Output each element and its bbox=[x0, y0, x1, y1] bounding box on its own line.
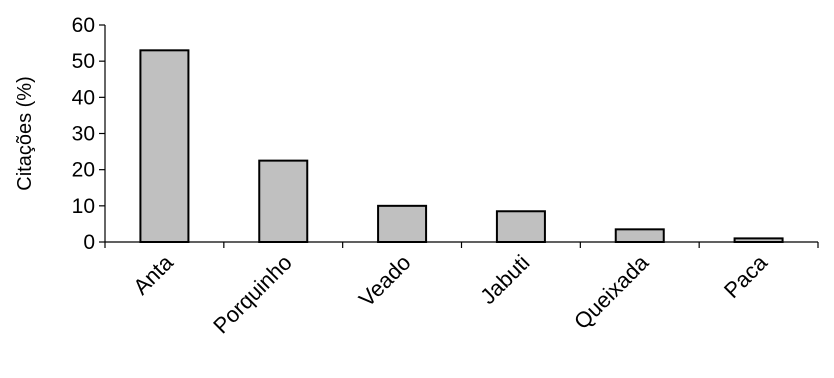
y-tick-label: 60 bbox=[72, 14, 95, 37]
y-tick-label: 30 bbox=[72, 123, 95, 146]
x-category-label: Queixada bbox=[569, 249, 654, 334]
y-tick-label: 20 bbox=[72, 159, 95, 182]
y-axis-title-group: Citações (%) bbox=[14, 76, 36, 190]
bar-veado bbox=[377, 204, 428, 243]
y-tick-label: 10 bbox=[72, 195, 95, 218]
y-axis-title: Citações (%) bbox=[14, 76, 36, 190]
y-axis-ticks: 0 10 20 30 40 50 60 bbox=[72, 14, 105, 254]
bars bbox=[139, 49, 784, 243]
bar-anta bbox=[139, 49, 190, 243]
y-tick-label: 40 bbox=[72, 86, 95, 109]
y-tick-label: 50 bbox=[72, 50, 95, 73]
y-tick-label: 0 bbox=[83, 231, 95, 254]
x-axis-category-labels: Anta Porquinho Veado Jabuti Queixada Paca bbox=[128, 249, 772, 338]
x-category-label: Porquinho bbox=[208, 250, 297, 339]
bar-porquinho bbox=[258, 159, 309, 243]
bar-queixada bbox=[614, 228, 665, 243]
x-category-label: Paca bbox=[719, 249, 773, 303]
x-category-label: Anta bbox=[128, 249, 178, 299]
bar-jabuti bbox=[495, 210, 546, 243]
x-category-label: Veado bbox=[354, 250, 416, 312]
x-category-label: Jabuti bbox=[475, 250, 534, 309]
axes bbox=[104, 25, 819, 248]
